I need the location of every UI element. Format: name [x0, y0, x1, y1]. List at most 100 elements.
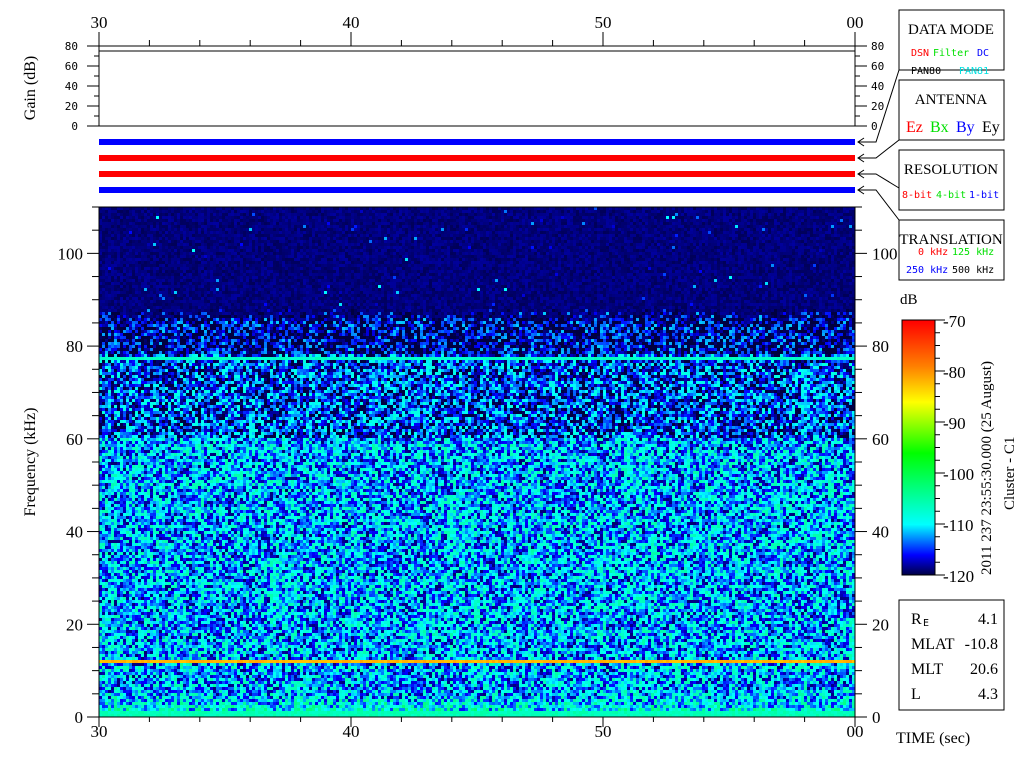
- colorbar-segment: [902, 435, 935, 437]
- x-tick-label-top: 00: [847, 13, 864, 32]
- colorbar-segment: [902, 386, 935, 388]
- x-tick-label-bottom: 00: [847, 722, 864, 741]
- colorbar-segment: [902, 342, 935, 344]
- colorbar-segment: [902, 363, 935, 365]
- colorbar-segment: [902, 500, 935, 502]
- colorbar-segment: [902, 550, 935, 552]
- colorbar-segment: [902, 537, 935, 539]
- colorbar-segment: [902, 509, 935, 511]
- colorbar-segment: [902, 455, 935, 457]
- orbit-info-subscript: E: [923, 618, 929, 629]
- colorbar-segment: [902, 465, 935, 467]
- legend-box-frame: [898, 219, 1005, 281]
- colorbar-segment: [902, 526, 935, 528]
- orbit-info-label: MLAT: [911, 636, 955, 653]
- colorbar-segment: [902, 487, 935, 489]
- y-tick-label-left: 100: [58, 244, 84, 263]
- colorbar-segment: [902, 476, 935, 478]
- colorbar-segment: [902, 454, 935, 456]
- arrow-connector: [858, 189, 900, 221]
- colorbar-segment: [902, 415, 935, 417]
- colorbar-segment: [902, 528, 935, 530]
- colorbar-segment: [902, 460, 935, 462]
- colorbar-segment: [902, 549, 935, 551]
- colorbar-segment: [902, 511, 935, 513]
- colorbar-segment: [902, 357, 935, 359]
- colorbar-segment: [902, 377, 935, 379]
- colorbar-segment: [902, 475, 935, 477]
- colorbar-segment: [902, 326, 935, 328]
- colorbar-segment: [902, 560, 935, 562]
- colorbar-segment: [902, 554, 935, 556]
- colorbar-tick-label: -70: [943, 312, 966, 331]
- colorbar-segment: [902, 334, 935, 336]
- colorbar-segment: [902, 438, 935, 440]
- gain-tick-label-left: 0: [71, 120, 78, 133]
- colorbar-segment: [902, 488, 935, 490]
- colorbar-segment: [902, 470, 935, 472]
- colorbar-segment: [902, 536, 935, 538]
- colorbar-segment: [902, 380, 935, 382]
- colorbar-segment: [902, 340, 935, 342]
- colorbar-segment: [902, 569, 935, 571]
- colorbar-segment: [902, 397, 935, 399]
- colorbar-segment: [902, 422, 935, 424]
- colorbar-segment: [902, 477, 935, 479]
- colorbar-segment: [902, 431, 935, 433]
- status-bar-antenna: [99, 155, 855, 161]
- legend-item: Bx: [930, 119, 949, 136]
- colorbar-segment: [902, 535, 935, 537]
- spectrogram-image: [99, 207, 855, 717]
- colorbar-segment: [902, 443, 935, 445]
- legend-item: 125 kHz: [952, 247, 994, 258]
- legend-box-resolution: [898, 149, 1005, 211]
- colorbar-segment: [902, 505, 935, 507]
- colorbar-segment: [902, 421, 935, 423]
- colorbar-segment: [902, 374, 935, 376]
- colorbar-segment: [902, 383, 935, 385]
- x-tick-label-top: 40: [343, 13, 360, 32]
- colorbar-segment: [902, 553, 935, 555]
- legend-box-title: ANTENNA: [915, 92, 988, 108]
- colorbar-segment: [902, 534, 935, 536]
- y-tick-label-right: 60: [872, 430, 889, 449]
- colorbar-segment: [902, 434, 935, 436]
- arrow-connector: [858, 139, 900, 159]
- colorbar-segment: [902, 480, 935, 482]
- colorbar-segment: [902, 530, 935, 532]
- colorbar-segment: [902, 552, 935, 554]
- colorbar-segment: [902, 426, 935, 428]
- colorbar-segment: [902, 557, 935, 559]
- gain-tick-label-right: 0: [871, 120, 878, 133]
- colorbar-segment: [902, 348, 935, 350]
- colorbar-segment: [902, 378, 935, 380]
- colorbar-segment: [902, 375, 935, 377]
- colorbar-segment: [902, 518, 935, 520]
- colorbar-segment: [902, 382, 935, 384]
- colorbar-segment: [902, 427, 935, 429]
- colorbar-segment: [902, 467, 935, 469]
- colorbar-segment: [902, 449, 935, 451]
- colorbar-segment: [902, 370, 935, 372]
- colorbar-segment: [902, 336, 935, 338]
- colorbar-segment: [902, 445, 935, 447]
- legend-item: Ey: [982, 119, 1000, 136]
- colorbar-segment: [902, 331, 935, 333]
- colorbar-segment: [902, 469, 935, 471]
- colorbar-segment: [902, 485, 935, 487]
- colorbar-tick-label: -120: [943, 567, 974, 586]
- colorbar-segment: [902, 409, 935, 411]
- x-axis-label: TIME (sec): [896, 730, 970, 747]
- arrow-connector: [858, 69, 900, 143]
- colorbar-segment: [902, 359, 935, 361]
- colorbar-segment: [902, 481, 935, 483]
- legend-item: DSN: [911, 48, 929, 59]
- colorbar-segment: [902, 410, 935, 412]
- x-tick-label-bottom: 40: [343, 722, 360, 741]
- status-bar-resolution: [99, 171, 855, 177]
- colorbar-segment: [902, 461, 935, 463]
- y-tick-label-left: 40: [66, 523, 83, 542]
- colorbar-segment: [902, 482, 935, 484]
- timestamp-label: 2011 237 23:55:30.000 (25 August): [979, 361, 995, 575]
- colorbar-segment: [902, 441, 935, 443]
